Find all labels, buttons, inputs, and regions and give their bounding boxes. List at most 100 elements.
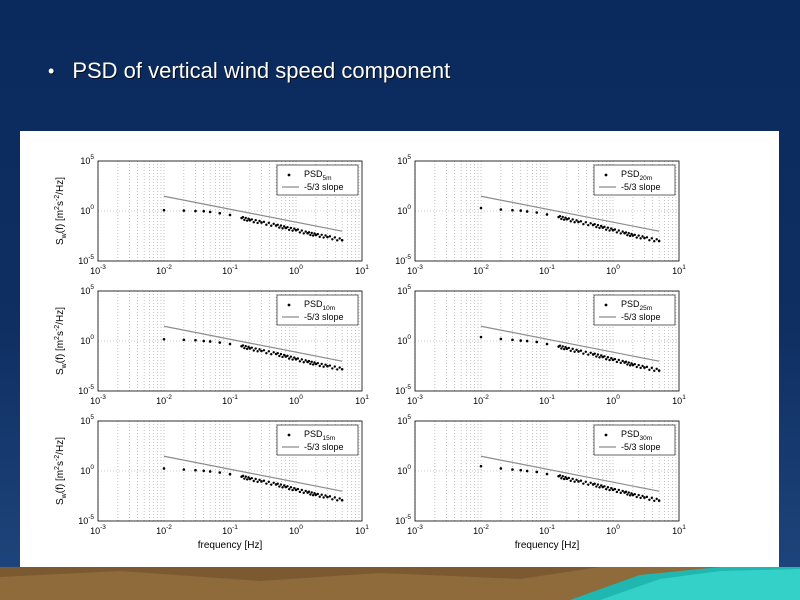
psd-point bbox=[608, 229, 611, 232]
psd-point bbox=[336, 499, 339, 502]
psd-point bbox=[247, 476, 250, 479]
psd-point bbox=[558, 214, 562, 218]
psd-point bbox=[579, 220, 583, 223]
psd-point bbox=[243, 218, 246, 222]
y-tick-label: 105 bbox=[397, 284, 411, 296]
psd-point bbox=[304, 359, 307, 362]
psd-point bbox=[567, 476, 571, 480]
psd-point bbox=[639, 366, 642, 370]
psd-point bbox=[519, 468, 523, 472]
psd-point bbox=[293, 227, 296, 230]
psd-point bbox=[645, 495, 649, 499]
psd-point bbox=[302, 361, 305, 364]
psd-point bbox=[596, 353, 600, 356]
psd-point bbox=[310, 231, 313, 235]
y-tick-label: 105 bbox=[397, 154, 411, 166]
psd-point bbox=[657, 239, 661, 243]
psd-point bbox=[603, 355, 606, 358]
psd-point bbox=[589, 481, 592, 484]
psd-point bbox=[338, 237, 341, 240]
x-tick-label: 10-3 bbox=[90, 264, 106, 276]
psd-point bbox=[657, 369, 661, 372]
x-tick-label: 10-3 bbox=[407, 394, 423, 406]
psd-point bbox=[279, 224, 283, 227]
x-tick-label: 100 bbox=[606, 524, 620, 536]
legend-label: PSD15m bbox=[304, 429, 335, 442]
x-tick-label: 100 bbox=[289, 264, 303, 276]
psd-point bbox=[637, 234, 640, 237]
psd-point bbox=[558, 474, 562, 477]
psd-point bbox=[296, 228, 300, 231]
y-tick-label: 100 bbox=[80, 464, 94, 476]
legend-box bbox=[276, 164, 359, 196]
psd-point bbox=[311, 363, 315, 366]
psd-point bbox=[162, 467, 166, 470]
psd-point bbox=[587, 223, 590, 227]
psd-point bbox=[499, 337, 503, 341]
psd-point bbox=[604, 487, 608, 491]
psd-point bbox=[272, 351, 275, 354]
psd-point bbox=[577, 350, 580, 353]
psd-point bbox=[582, 482, 585, 485]
y-tick-label: 105 bbox=[80, 284, 94, 296]
axes-box bbox=[414, 290, 680, 392]
psd-point bbox=[262, 349, 266, 352]
psd-point bbox=[635, 495, 638, 499]
psd-point bbox=[606, 226, 610, 229]
psd-point bbox=[250, 218, 254, 221]
legend-label: PSD25m bbox=[621, 299, 652, 312]
psd-point bbox=[254, 347, 257, 350]
psd-point bbox=[637, 363, 640, 367]
x-tick-label: 100 bbox=[289, 394, 303, 406]
bullet-glyph: • bbox=[48, 60, 55, 81]
legend-label: -5/3 slope bbox=[304, 312, 344, 322]
y-tick-label: 105 bbox=[397, 414, 411, 426]
psd-point bbox=[256, 480, 259, 484]
psd-chart-2: 10-3 10-2 10-1 100 101 10-5 100 105 PSD20m-5/3 s… bbox=[395, 154, 686, 276]
psd-point bbox=[648, 238, 651, 242]
psd-point bbox=[633, 233, 637, 236]
psd-point bbox=[596, 223, 600, 227]
psd-point bbox=[519, 209, 523, 212]
psd-point bbox=[326, 235, 329, 239]
psd-point bbox=[567, 217, 571, 220]
psd-point bbox=[599, 224, 603, 228]
psd-point bbox=[331, 498, 334, 501]
psd-point bbox=[639, 237, 642, 240]
psd-point bbox=[265, 223, 268, 226]
psd-point bbox=[208, 210, 212, 214]
psd-point bbox=[245, 219, 249, 222]
psd-point bbox=[610, 356, 613, 360]
psd-point bbox=[243, 477, 246, 480]
psd-point bbox=[256, 350, 259, 353]
psd-point bbox=[291, 358, 294, 361]
psd-point bbox=[598, 356, 601, 359]
psd-point bbox=[286, 225, 289, 229]
psd-point bbox=[243, 346, 246, 350]
legend-label: -5/3 slope bbox=[304, 442, 344, 452]
psd-point bbox=[569, 479, 572, 483]
slope-line bbox=[480, 195, 660, 232]
psd-point bbox=[331, 238, 334, 241]
psd-point bbox=[511, 338, 514, 342]
y-tick-label: 10-5 bbox=[395, 384, 411, 396]
psd-point bbox=[613, 487, 617, 491]
psd-point bbox=[328, 495, 332, 498]
psd-point bbox=[333, 236, 337, 239]
x-tick-label: 10-2 bbox=[473, 394, 489, 406]
legend: PSD20m-5/3 slope bbox=[593, 164, 676, 196]
psd-point bbox=[561, 345, 564, 348]
psd-point bbox=[571, 477, 574, 481]
psd-point bbox=[617, 229, 621, 232]
psd-point bbox=[582, 352, 585, 355]
psd-point bbox=[615, 490, 619, 494]
psd-point bbox=[596, 483, 600, 486]
psd-point bbox=[260, 349, 263, 353]
psd-point bbox=[182, 468, 186, 471]
psd-point bbox=[558, 344, 562, 347]
legend-box bbox=[276, 424, 359, 456]
psd-point bbox=[256, 221, 259, 225]
psd-point bbox=[286, 485, 289, 488]
psd-point bbox=[328, 235, 332, 238]
